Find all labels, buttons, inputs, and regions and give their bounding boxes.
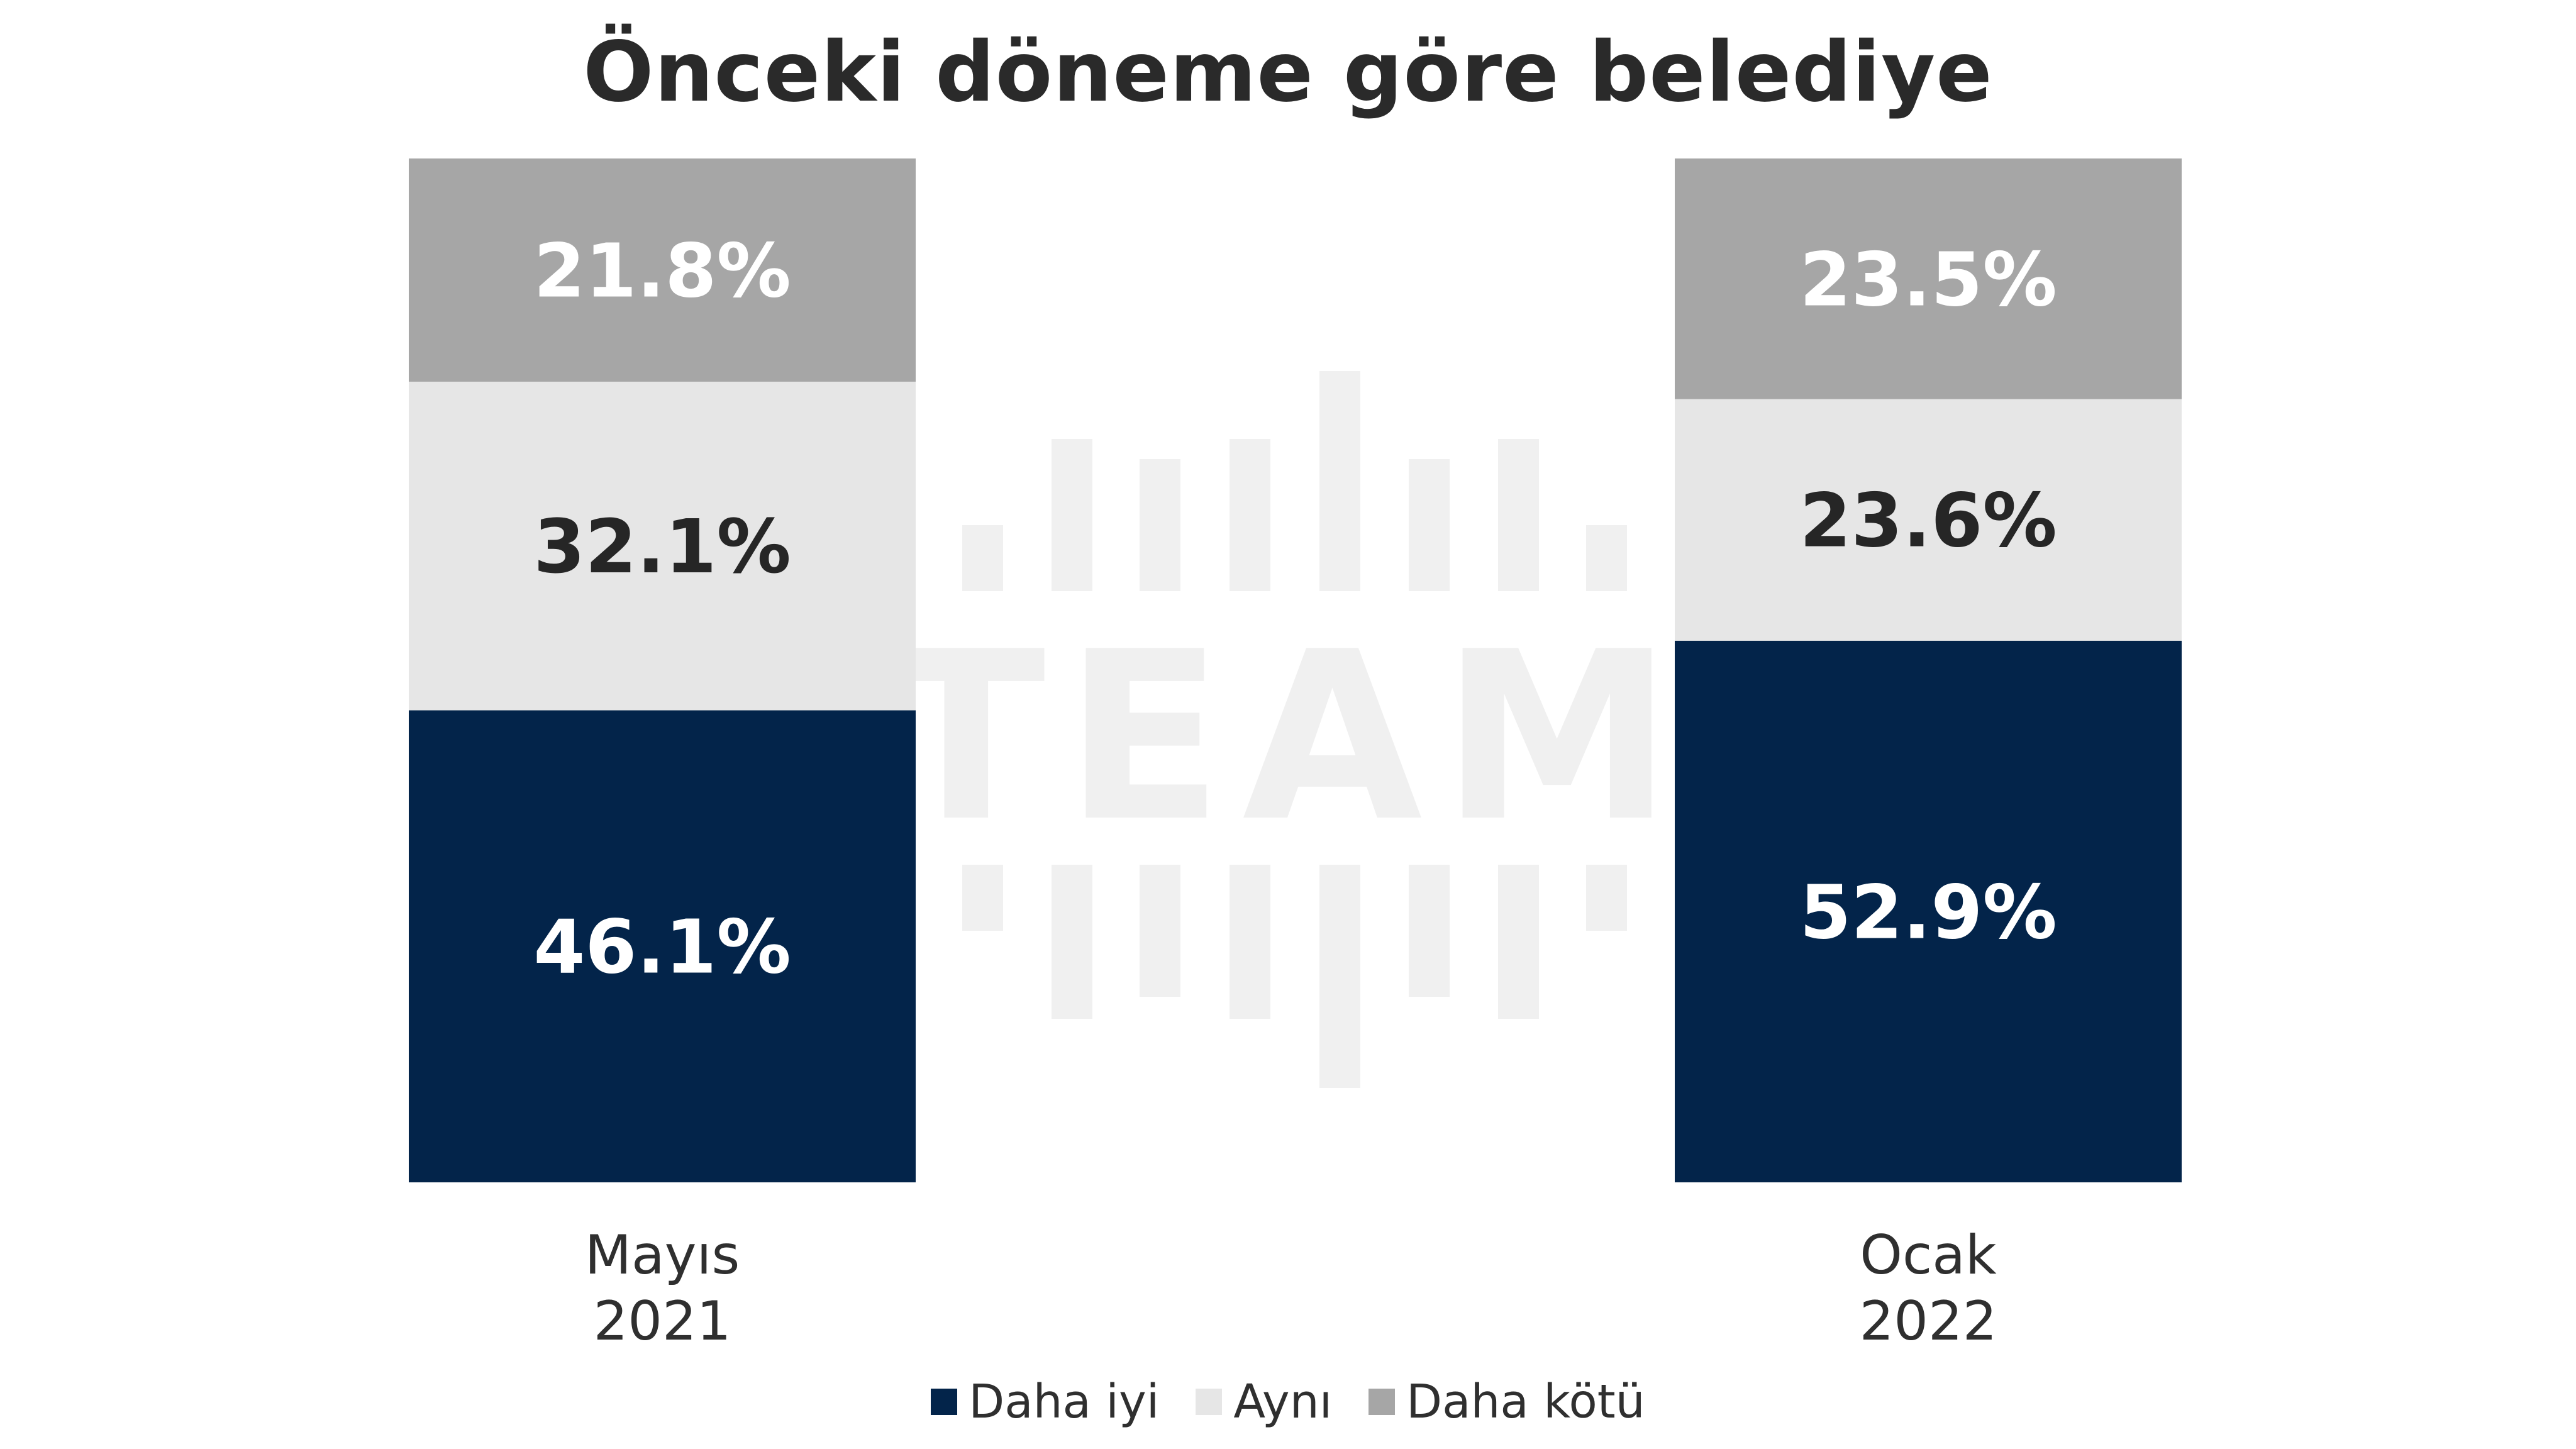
watermark-bar-bottom-5 [1319,865,1360,1088]
data-label-daha-iyi-ocak-2022: 52.9% [1799,869,2057,955]
x-tick-label-ocak-2022-line-1: Ocak [1860,1224,1997,1287]
x-tick-label-ocak-2022-line-2: 2022 [1860,1290,1997,1353]
legend: Daha iyi Aynı Daha kötü [0,1375,2576,1429]
watermark-bar-bottom-4 [1230,865,1270,1019]
bar-segment-daha-iyi-ocak-2022 [1675,640,2182,1182]
data-label-ayni-mayis-2021: 32.1% [533,503,791,590]
x-tick-label-mayis-2021-line-1: Mayıs [585,1224,740,1287]
legend-swatch-ayni [1196,1389,1223,1415]
watermark-bars-bottom [962,865,1627,1088]
watermark-bar-bottom-2 [1052,865,1092,1019]
watermark-bar-top-2 [1052,439,1092,591]
legend-label-ayni: Aynı [1233,1375,1333,1429]
watermark-bar-top-1 [962,525,1003,591]
bar-segment-daha-kotu-mayis-2021 [409,158,916,382]
x-tick-label-mayis-2021-line-2: 2021 [594,1290,731,1353]
data-label-ayni-ocak-2022: 23.6% [1799,477,2057,564]
bar-segment-daha-kotu-ocak-2022 [1675,158,2182,399]
legend-item-daha-kotu: Daha kötü [1368,1375,1645,1429]
watermark-bar-top-5 [1319,371,1360,591]
watermark-bar-bottom-7 [1498,865,1539,1019]
bar-segment-daha-iyi-mayis-2021 [409,710,916,1182]
watermark-bar-top-3 [1140,459,1180,591]
team-logo-watermark: TEAM [887,371,1692,1088]
chart-title: Önceki döneme göre belediye [583,24,1993,121]
bar-segment-ayni-ocak-2022 [1675,399,2182,641]
legend-swatch-daha-iyi [931,1389,958,1415]
watermark-bar-bottom-8 [1586,865,1627,931]
legend-label-daha-kotu: Daha kötü [1406,1375,1645,1429]
watermark-bar-top-6 [1409,459,1450,591]
watermark-bar-bottom-1 [962,865,1003,931]
stacked-bars: 46.1% 32.1% 21.8% 52.9% 23.6% 23.5% [409,158,2182,1182]
legend-swatch-daha-kotu [1368,1389,1396,1415]
data-label-daha-kotu-ocak-2022: 23.5% [1799,236,2057,323]
watermark-bar-top-4 [1230,439,1270,591]
watermark-bar-bottom-6 [1409,865,1450,997]
data-label-daha-iyi-mayis-2021: 46.1% [533,904,791,991]
watermark-bar-bottom-3 [1140,865,1180,997]
watermark-bars-top [962,371,1627,591]
legend-item-daha-iyi: Daha iyi [931,1375,1159,1429]
watermark-bar-top-8 [1586,525,1627,591]
bar-segment-ayni-mayis-2021 [409,381,916,711]
data-label-daha-kotu-mayis-2021: 21.8% [533,227,791,314]
legend-label-daha-iyi: Daha iyi [969,1375,1160,1429]
watermark-logo-text: TEAM [887,602,1692,873]
watermark-bar-top-7 [1498,439,1539,591]
legend-item-ayni: Aynı [1196,1375,1332,1429]
